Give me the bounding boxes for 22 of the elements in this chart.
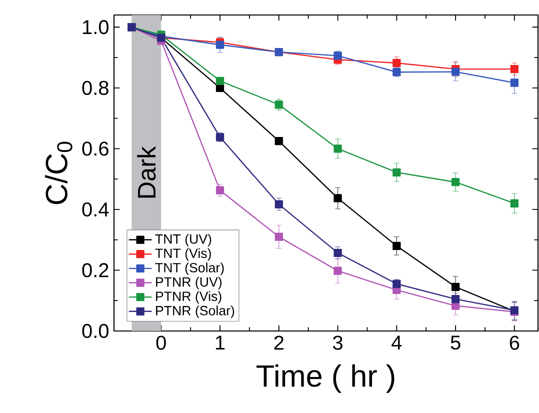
y-tick-label: 1.0 bbox=[83, 20, 108, 34]
legend-label: TNT (Solar) bbox=[155, 262, 224, 276]
y-tick-label: 0.4 bbox=[82, 202, 109, 217]
legend-label: PTNR (Solar) bbox=[156, 306, 234, 318]
legend-label: PTNR (UV) bbox=[156, 276, 222, 290]
x-tick-label: 6 bbox=[510, 336, 520, 350]
y-tick-label: 0.0 bbox=[82, 324, 108, 338]
y-axis-title: C/C$_{0}$ bbox=[44, 142, 72, 204]
band-label: Dark bbox=[137, 146, 156, 198]
y-tick-label: 0.8 bbox=[82, 80, 108, 95]
x-tick-label: 0 bbox=[156, 336, 166, 350]
x-axis-title: Time ( hr ) bbox=[256, 364, 394, 393]
y-tick-label: 0.2 bbox=[82, 263, 108, 278]
x-tick-label: 3 bbox=[332, 336, 342, 350]
legend-label: TNT (Vis) bbox=[155, 248, 211, 261]
legend-label: PTNR (Vis) bbox=[156, 291, 222, 304]
x-tick-label: 2 bbox=[274, 336, 284, 350]
y-tick-label: 0.6 bbox=[82, 142, 108, 156]
x-tick-label: 4 bbox=[392, 336, 402, 350]
x-tick-label: 5 bbox=[450, 336, 460, 350]
legend-label: TNT (UV) bbox=[155, 234, 212, 246]
x-tick-label: 1 bbox=[216, 336, 225, 350]
